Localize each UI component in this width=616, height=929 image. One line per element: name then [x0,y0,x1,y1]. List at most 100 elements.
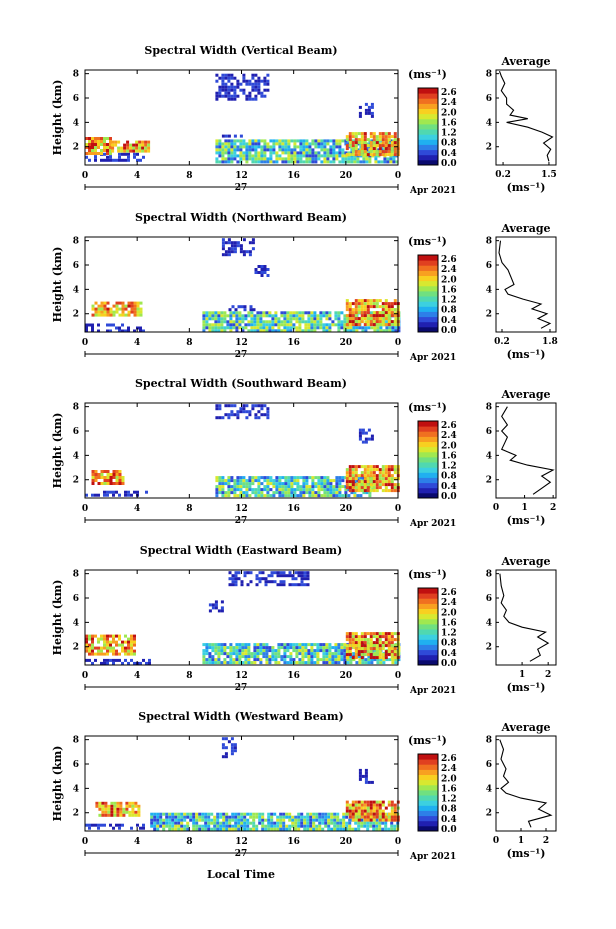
heatmap-cell [348,653,352,657]
heatmap-cell [372,150,376,154]
heatmap-cell [354,141,358,145]
heatmap-cell [378,809,382,813]
heatmap-cell [195,827,199,831]
heatmap-cell [281,494,285,498]
heatmap-cell [298,661,302,665]
heatmap-cell [135,143,139,147]
heatmap-cell [354,806,358,810]
day-label: 27 [235,683,248,693]
heatmap-cell [276,815,280,819]
heatmap-cell [239,148,243,152]
heatmap-cell [259,323,263,327]
heatmap-cell [296,139,300,143]
colorbar-segment [418,800,438,806]
heatmap-cell [235,658,239,662]
heatmap-cell [247,646,251,650]
heatmap-cell [239,479,243,483]
heatmap-cell [387,641,391,645]
heatmap-cell [230,145,234,149]
x-tick-label: 16 [287,671,300,681]
heatmap-cell [248,145,252,149]
heatmap-cell [259,646,263,650]
heatmap-cell [345,647,349,651]
heatmap-cell [312,815,316,819]
heatmap-cell [271,326,275,330]
heatmap-cell [228,571,232,575]
heatmap-cell [266,148,270,152]
heatmap-cell [254,494,258,498]
heatmap-cell [384,314,388,318]
heatmap-cell [103,646,106,650]
heatmap-cell [246,821,250,825]
colorbar-segment [418,285,438,292]
heatmap-cell [348,474,352,478]
heatmap-cell [375,635,379,639]
colorbar-tick-label: 1.6 [441,618,457,628]
heatmap-cell [217,652,221,656]
panel-2: Spectral Width (Southward Beam)2468Heigh… [51,377,557,529]
heatmap-cell [326,148,330,152]
heatmap-cell [110,813,114,817]
heatmap-cell [342,824,346,828]
heatmap-cell [208,314,212,318]
heatmap-cell [254,416,258,420]
heatmap-cell [363,647,367,651]
heatmap-cell [362,157,366,161]
heatmap-cell [393,302,397,306]
heatmap-cell [238,649,242,653]
heatmap-cell [227,85,231,89]
x-tick-label: 16 [287,338,300,348]
heatmap-cell [314,145,318,149]
heatmap-cell [251,238,255,242]
heatmap-cell [219,812,223,816]
colorbar-segment [418,774,438,781]
heatmap-cell [224,494,228,498]
heatmap-cell [98,801,102,805]
heatmap-cell [329,488,333,492]
heatmap-cell [127,304,131,308]
heatmap-cell [291,821,295,825]
heatmap-cell [331,658,335,662]
colorbar-segment [418,134,438,140]
panel-title: Spectral Width (Vertical Beam) [144,44,337,57]
heatmap-cell [363,465,367,469]
heatmap-cell [115,823,118,827]
heatmap-cell [357,132,361,136]
heatmap-cell [306,571,310,575]
heatmap-cell [366,800,370,804]
heatmap-cell [260,271,264,274]
heatmap-cell [233,157,237,161]
heatmap-cell [237,577,241,581]
heatmap-cell [114,143,118,147]
heatmap-cell [387,135,391,139]
heatmap-cell [378,647,382,651]
heatmap-cell [215,494,219,498]
heatmap-cell [133,152,136,156]
heatmap-cell [252,824,256,828]
heatmap-cell [384,150,388,154]
heatmap-cell [378,317,382,321]
heatmap-cell [369,632,373,636]
heatmap-cell [100,652,103,656]
heatmap-cell [378,320,382,324]
heatmap-cell [215,479,219,483]
heatmap-cell [366,827,370,831]
panel-title: Spectral Width (Eastward Beam) [140,544,342,557]
heatmap-cell [363,299,367,303]
heatmap-cell [384,818,388,822]
heatmap-cell [281,482,285,486]
heatmap-cell [379,329,383,333]
heatmap-cell [394,317,398,321]
heatmap-cell [242,88,246,92]
heatmap-cell [235,317,239,321]
heatmap-cell [310,652,314,656]
heatmap-cell [360,483,364,487]
heatmap-cell [295,646,299,650]
heatmap-cell [118,637,121,641]
average-x-label: (ms⁻¹) [507,681,546,694]
heatmap-cell [106,470,110,473]
heatmap-cell [239,244,243,248]
heatmap-cell [384,824,388,828]
heatmap-cell [307,326,311,330]
heatmap-cell [345,812,349,816]
